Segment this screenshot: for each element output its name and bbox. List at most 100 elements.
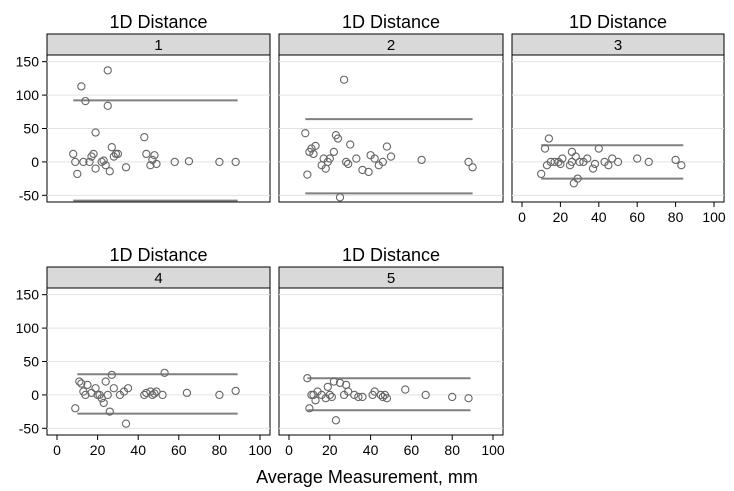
panel-title: 1D Distance — [569, 12, 667, 32]
panel-strip-label: 2 — [387, 37, 395, 54]
x-tick-label: 0 — [285, 442, 293, 458]
data-point — [344, 159, 353, 169]
data-point — [79, 157, 88, 167]
x-tick-label: 0 — [53, 442, 61, 458]
x-axis-label: Average Measurement, mm — [256, 467, 478, 487]
data-point — [301, 129, 310, 138]
data-point — [350, 390, 359, 400]
data-point — [101, 377, 110, 386]
panel-title: 1D Distance — [342, 245, 440, 265]
panel-title: 1D Distance — [109, 245, 207, 265]
data-point — [329, 377, 339, 386]
data-point — [152, 159, 161, 169]
data-point — [107, 143, 116, 152]
data-point — [158, 390, 167, 400]
x-tick-label: 60 — [629, 209, 645, 225]
data-point — [464, 157, 473, 167]
x-tick-label: 20 — [322, 442, 338, 458]
panel-title: 1D Distance — [109, 12, 207, 32]
data-point — [417, 155, 426, 165]
data-point — [382, 394, 392, 403]
panel-1: 1D Distance 1 -50 0 50 100 150 — [16, 12, 271, 203]
data-point — [325, 154, 334, 163]
data-point — [311, 396, 320, 405]
data-point — [633, 154, 642, 163]
data-point — [89, 149, 98, 159]
data-point — [71, 404, 80, 413]
data-point — [121, 419, 131, 428]
data-point — [352, 154, 361, 163]
data-point — [376, 390, 385, 400]
data-point — [335, 378, 345, 388]
data-point — [103, 390, 112, 400]
panel-strip-label: 3 — [614, 37, 622, 54]
data-point — [677, 161, 686, 170]
y-tick-label: 150 — [16, 54, 40, 70]
data-point — [588, 164, 598, 173]
data-point — [109, 152, 118, 161]
data-point — [77, 82, 86, 91]
data-point — [69, 149, 78, 159]
data-point — [590, 159, 600, 169]
data-point — [540, 144, 550, 153]
data-point — [305, 404, 314, 413]
x-tick-label: 60 — [171, 442, 187, 458]
data-point — [364, 167, 373, 177]
data-point — [382, 142, 392, 151]
data-point — [91, 128, 100, 137]
y-tick-label: 50 — [23, 121, 39, 137]
x-tick-label: 80 — [212, 442, 228, 458]
panel-strip-label: 5 — [387, 270, 395, 287]
data-point — [107, 370, 116, 380]
data-point — [150, 389, 159, 398]
y-tick-label: -50 — [19, 420, 39, 436]
data-point — [81, 390, 90, 400]
data-point — [91, 164, 100, 173]
data-point — [401, 385, 410, 394]
x-tick-label: 40 — [591, 209, 607, 225]
data-point — [99, 156, 108, 165]
data-point — [303, 170, 312, 179]
y-tick-label: 150 — [16, 287, 40, 303]
x-tick-label: 40 — [363, 442, 379, 458]
data-point — [103, 101, 112, 110]
x-tick-label: 60 — [404, 442, 420, 458]
data-point — [231, 157, 240, 167]
data-point — [75, 377, 84, 386]
data-point — [142, 388, 151, 398]
data-point — [556, 159, 565, 169]
data-point — [215, 390, 224, 400]
panel-strip-label: 4 — [154, 270, 162, 287]
data-point — [575, 157, 584, 167]
data-point — [85, 157, 94, 167]
y-tick-label: 100 — [16, 320, 40, 336]
x-tick-label: 40 — [130, 442, 146, 458]
data-point — [335, 193, 345, 202]
data-point — [571, 152, 580, 161]
data-point — [558, 154, 567, 163]
panel-4: 1D Distance 4 -50 0 50 100 150 0 20 40 60 80 100 — [16, 245, 272, 458]
data-point — [378, 157, 387, 167]
data-point — [604, 161, 613, 170]
y-tick-label: 0 — [31, 154, 39, 170]
data-point — [386, 152, 396, 161]
panel-strip-label: 1 — [154, 37, 162, 54]
y-tick-label: 0 — [31, 387, 39, 403]
data-point — [537, 169, 546, 179]
data-point — [544, 134, 554, 143]
data-point — [573, 174, 582, 183]
data-point — [671, 155, 680, 165]
data-point — [140, 133, 149, 142]
x-tick-label: 0 — [518, 209, 526, 225]
data-point — [109, 384, 118, 393]
data-point — [341, 157, 351, 167]
x-tick-label: 80 — [668, 209, 684, 225]
x-tick-label: 20 — [553, 209, 569, 225]
data-point — [146, 161, 155, 170]
data-point — [142, 149, 151, 159]
data-point — [121, 163, 131, 172]
panel-2: 1D Distance 2 — [278, 12, 504, 203]
data-point — [87, 152, 96, 161]
data-point — [325, 390, 334, 400]
data-point — [311, 141, 320, 151]
